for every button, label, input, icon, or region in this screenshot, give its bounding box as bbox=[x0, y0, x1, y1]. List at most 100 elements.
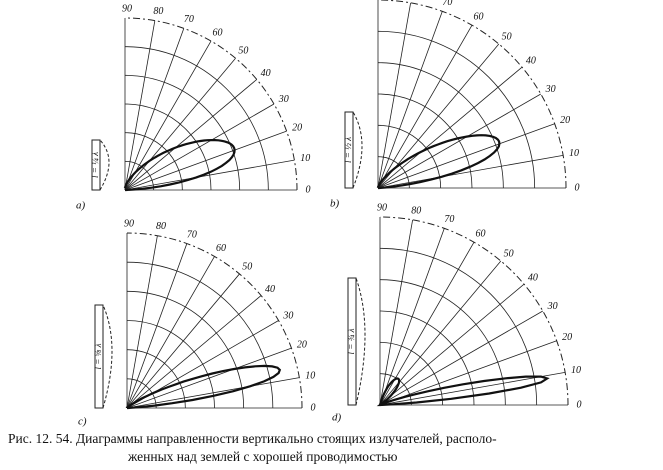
grid-arc bbox=[126, 261, 274, 409]
radial-line bbox=[379, 228, 445, 406]
angle-label: 10 bbox=[569, 148, 579, 159]
angle-label: 60 bbox=[213, 28, 223, 39]
angle-label: 10 bbox=[571, 365, 581, 376]
grid-arc bbox=[377, 0, 567, 189]
radial-line bbox=[377, 66, 523, 189]
angle-label: 20 bbox=[560, 115, 570, 126]
radial-line bbox=[126, 256, 215, 409]
radial-line bbox=[377, 154, 564, 189]
angle-label: 30 bbox=[545, 84, 556, 95]
angle-label: 60 bbox=[476, 229, 486, 240]
antenna bbox=[94, 304, 104, 409]
angle-label: 50 bbox=[238, 46, 248, 57]
antenna bbox=[91, 139, 101, 191]
angle-label: 50 bbox=[242, 261, 252, 272]
radial-line bbox=[379, 340, 557, 406]
grid-arc bbox=[379, 247, 538, 406]
angle-label: 60 bbox=[474, 12, 484, 23]
angle-label: 70 bbox=[184, 14, 194, 25]
angle-label: 0 bbox=[577, 399, 582, 410]
angle-label: 20 bbox=[562, 332, 572, 343]
panel-label: d) bbox=[332, 412, 342, 424]
radial-line bbox=[379, 283, 525, 406]
angle-label: 0 bbox=[575, 182, 580, 193]
angle-label: 20 bbox=[297, 339, 307, 350]
grid-arc bbox=[377, 124, 442, 189]
length-label: l = ¾ λ bbox=[346, 328, 356, 354]
panel-label: c) bbox=[78, 416, 87, 428]
grid-arc bbox=[126, 349, 186, 409]
grid-arc bbox=[379, 310, 475, 406]
grid-arc bbox=[126, 290, 245, 409]
length-label: l = ⅝ λ bbox=[93, 343, 103, 369]
angle-label: 10 bbox=[300, 153, 310, 164]
angle-label: 10 bbox=[305, 370, 315, 381]
radial-line bbox=[126, 377, 300, 409]
angle-label: 70 bbox=[187, 229, 197, 240]
antenna bbox=[347, 277, 357, 406]
current-curve bbox=[102, 304, 113, 409]
radial-line bbox=[377, 43, 500, 189]
panel-label: b) bbox=[330, 198, 340, 210]
angle-label: 90 bbox=[122, 3, 132, 14]
grid-arc bbox=[126, 320, 215, 409]
grid-arc bbox=[124, 17, 298, 191]
angle-label: 80 bbox=[153, 6, 163, 17]
radial-line bbox=[377, 2, 412, 189]
radial-line bbox=[124, 79, 258, 191]
current-curve bbox=[352, 111, 363, 189]
angle-label: 70 bbox=[442, 0, 452, 8]
radial-line bbox=[377, 24, 473, 189]
angle-label: 40 bbox=[526, 56, 536, 67]
current-curve bbox=[99, 139, 110, 191]
grid-arc bbox=[379, 216, 569, 406]
angle-label: 70 bbox=[444, 214, 454, 225]
radial-line bbox=[377, 93, 542, 189]
radial-line bbox=[124, 57, 236, 191]
radial-line bbox=[377, 11, 443, 189]
angle-label: 40 bbox=[265, 284, 275, 295]
angle-label: 80 bbox=[411, 205, 421, 216]
radial-line bbox=[124, 130, 287, 191]
radial-line bbox=[124, 103, 275, 191]
angle-label: 90 bbox=[124, 218, 134, 229]
angle-label: 20 bbox=[292, 122, 302, 133]
radial-line bbox=[377, 123, 555, 189]
angle-label: 80 bbox=[156, 221, 166, 232]
radial-line bbox=[124, 159, 295, 191]
length-label: l = ¼ λ bbox=[90, 152, 100, 178]
angle-label: 30 bbox=[282, 310, 293, 321]
pattern-lobe bbox=[123, 139, 236, 192]
angle-label: 50 bbox=[504, 248, 514, 259]
angle-label: 30 bbox=[278, 94, 289, 105]
angle-label: 50 bbox=[502, 31, 512, 42]
angle-label: 0 bbox=[311, 402, 316, 413]
panel-label: a) bbox=[76, 200, 86, 212]
radial-line bbox=[126, 347, 292, 409]
angle-label: 60 bbox=[216, 243, 226, 254]
angle-label: 0 bbox=[306, 184, 311, 195]
length-label: l = ½ λ bbox=[343, 137, 353, 163]
grid-arc bbox=[124, 74, 241, 191]
radial-line bbox=[126, 243, 188, 409]
grid-arc bbox=[377, 93, 473, 189]
angle-label: 40 bbox=[261, 68, 271, 79]
caption-line: Рис. 12. 54. Диаграммы направленности ве… bbox=[8, 431, 497, 446]
grid-arc bbox=[124, 46, 269, 191]
caption-line: женных над землей с хорошей проводимость… bbox=[127, 449, 398, 464]
radial-line bbox=[126, 235, 158, 409]
pattern-lobe bbox=[376, 375, 550, 407]
current-curve bbox=[355, 277, 366, 406]
radial-line bbox=[126, 273, 240, 409]
radial-line bbox=[124, 40, 212, 191]
pattern-lobe bbox=[376, 134, 501, 190]
radial-line bbox=[379, 371, 566, 406]
radial-line bbox=[124, 20, 156, 191]
radial-line bbox=[379, 310, 544, 406]
angle-label: 90 bbox=[377, 202, 387, 213]
grid-arc bbox=[377, 62, 504, 189]
grid-arc bbox=[379, 341, 444, 406]
pattern-lobe bbox=[125, 364, 282, 410]
angle-label: 40 bbox=[528, 273, 538, 284]
